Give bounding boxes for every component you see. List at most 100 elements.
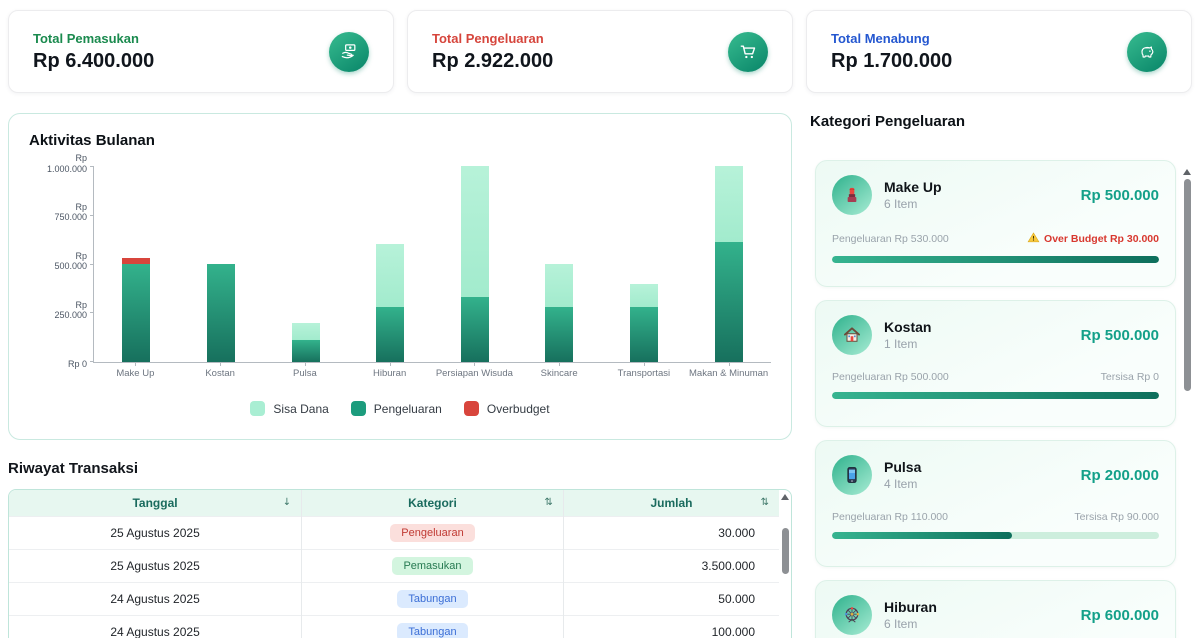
cell-amount: 30.000 [562, 516, 779, 550]
category-name: Make Up [884, 179, 942, 195]
panel-scrollbar[interactable] [1182, 167, 1192, 638]
legend-item-pengeluaran[interactable]: Pengeluaran [350, 401, 442, 416]
bar-hiburan[interactable] [376, 244, 405, 362]
bar-transportasi[interactable] [630, 283, 659, 362]
category-card-header: Make Up 6 Item Rp 500.000 [832, 175, 1159, 215]
y-axis-tick-mark [90, 263, 94, 265]
category-card-text: Kostan 1 Item [884, 319, 931, 351]
bar-skincare[interactable] [545, 264, 574, 362]
segment-pengeluaran [460, 296, 489, 362]
column-header-kategori[interactable]: Kategori ⇅ [301, 490, 564, 517]
x-axis-label: Kostan [178, 362, 263, 379]
table-row: 25 Agustus 2025 Pemasukan 3.500.000 [9, 549, 779, 583]
y-axis-tick-label: Rp 0 [67, 358, 87, 369]
cell-date: 25 Agustus 2025 [9, 549, 302, 583]
bar-make-up[interactable] [122, 258, 151, 362]
table-row: 24 Agustus 2025 Tabungan 100.000 [9, 615, 779, 638]
summary-card-total-pemasukan: Total Pemasukan Rp 6.400.000 [8, 10, 394, 93]
bar-column [433, 166, 518, 362]
cell-date: 25 Agustus 2025 [9, 516, 302, 550]
legend-swatch [250, 401, 266, 416]
category-progress-fill [832, 256, 1159, 263]
main-content: Aktivitas Bulanan Rp 0 Rp 250.000 Rp 500.000… [8, 113, 1192, 638]
summary-card-label: Total Pengeluaran [432, 30, 544, 46]
x-axis-label: Make Up [93, 362, 178, 379]
sort-icon[interactable]: ⇅ [544, 497, 553, 508]
category-badge: Tabungan [397, 623, 468, 638]
segment-sisa-dana [630, 283, 659, 308]
bar-column [517, 167, 602, 362]
segment-sisa-dana [291, 322, 320, 341]
monthly-activity-card: Aktivitas Bulanan Rp 0 Rp 250.000 Rp 500.000… [8, 113, 792, 440]
y-axis-tick-label: Rp 250.000 [54, 299, 87, 320]
phone-icon [832, 455, 872, 495]
segment-pengeluaran [714, 242, 743, 362]
segment-pengeluaran [545, 307, 574, 362]
category-spent-label: Pengeluaran Rp 530.000 [832, 233, 949, 245]
segment-sisa-dana [460, 166, 489, 297]
categories-list: Make Up 6 Item Rp 500.000 Pengeluaran Rp 53… [815, 160, 1192, 638]
legend-swatch [350, 401, 366, 416]
bar-makan-minuman[interactable] [714, 166, 743, 362]
y-axis-tick-mark [90, 312, 94, 314]
column-header-jumlah[interactable]: Jumlah ⇅ [562, 490, 779, 517]
shopping-cart-icon [728, 31, 768, 72]
categories-panel: Kategori Pengeluaran Make Up 6 Item Rp 500… [808, 113, 1192, 638]
category-card-text: Pulsa 4 Item [884, 459, 921, 491]
table-row: 24 Agustus 2025 Tabungan 50.000 [9, 582, 779, 616]
scroll-up-icon[interactable] [1183, 169, 1191, 175]
sort-icon[interactable]: ↓ [282, 497, 292, 508]
y-axis-tick-label: Rp 500.000 [54, 250, 87, 272]
cell-date: 24 Agustus 2025 [9, 582, 302, 616]
category-meta: Pengeluaran Rp 530.000 Over Budget Rp 30.… [832, 231, 1159, 247]
cell-amount: 100.000 [562, 615, 779, 638]
category-progress-fill [832, 532, 1012, 539]
cell-category: Pengeluaran [301, 516, 564, 550]
column-header-tanggal[interactable]: Tanggal ↓ [9, 490, 302, 517]
category-remaining-label: Tersisa Rp 0 [1100, 371, 1159, 383]
category-item-count: 6 Item [884, 197, 918, 211]
table-scrollbar[interactable] [780, 492, 790, 638]
category-budget: Rp 500.000 [1080, 326, 1159, 344]
warning-icon [1027, 231, 1040, 247]
legend-item-sisa-dana[interactable]: Sisa Dana [250, 401, 329, 416]
scroll-up-icon[interactable] [781, 494, 789, 500]
panel-scrollbar-thumb[interactable] [1183, 179, 1191, 391]
legend-swatch [463, 401, 479, 416]
segment-overbudget [122, 258, 151, 264]
summary-card-text: Total Menabung Rp 1.700.000 [831, 31, 952, 73]
bar-kostan[interactable] [206, 264, 235, 362]
hand-money-icon [329, 31, 369, 72]
category-spent-label: Pengeluaran Rp 500.000 [832, 371, 949, 383]
overbudget-text: Over Budget Rp 30.000 [1044, 233, 1159, 245]
category-card-pulsa[interactable]: Pulsa 4 Item Rp 200.000 Pengeluaran Rp 110.… [815, 440, 1176, 567]
x-axis-label: Transportasi [602, 362, 687, 379]
category-budget: Rp 500.000 [1080, 186, 1159, 204]
sort-icon[interactable]: ⇅ [760, 497, 769, 508]
bar-pulsa[interactable] [291, 322, 320, 362]
summary-cards-row: Total Pemasukan Rp 6.400.000 Total Pengelu… [8, 10, 1192, 93]
category-card-make-up[interactable]: Make Up 6 Item Rp 500.000 Pengeluaran Rp 53… [815, 160, 1176, 287]
cell-date: 24 Agustus 2025 [9, 615, 302, 638]
y-axis-tick-mark [90, 214, 94, 216]
category-card-kostan[interactable]: Kostan 1 Item Rp 500.000 Pengeluaran Rp 500… [815, 300, 1176, 427]
lipstick-icon [832, 175, 872, 215]
summary-card-label: Total Pemasukan [33, 30, 139, 46]
bar-persiapan-wisuda[interactable] [460, 166, 489, 362]
table-scrollbar-thumb[interactable] [781, 528, 789, 574]
segment-sisa-dana [714, 166, 743, 243]
table-row: 25 Agustus 2025 Pengeluaran 30.000 [9, 516, 779, 550]
segment-pengeluaran [206, 264, 235, 362]
cell-amount: 3.500.000 [562, 549, 779, 583]
category-budget: Rp 600.000 [1080, 606, 1159, 624]
bar-column [348, 167, 433, 362]
x-axis-label: Pulsa [263, 362, 348, 379]
cell-category: Tabungan [301, 582, 564, 616]
legend-item-overbudget[interactable]: Overbudget [463, 401, 550, 416]
transactions-table-card: Tanggal ↓ Kategori ⇅ Jumlah ⇅ 25 Agustus 2025… [8, 489, 792, 638]
summary-card-value: Rp 2.922.000 [432, 49, 554, 72]
x-axis-label: Skincare [517, 362, 602, 379]
category-card-hiburan[interactable]: Hiburan 6 Item Rp 600.000 [815, 580, 1176, 638]
category-progress-track [832, 392, 1159, 399]
